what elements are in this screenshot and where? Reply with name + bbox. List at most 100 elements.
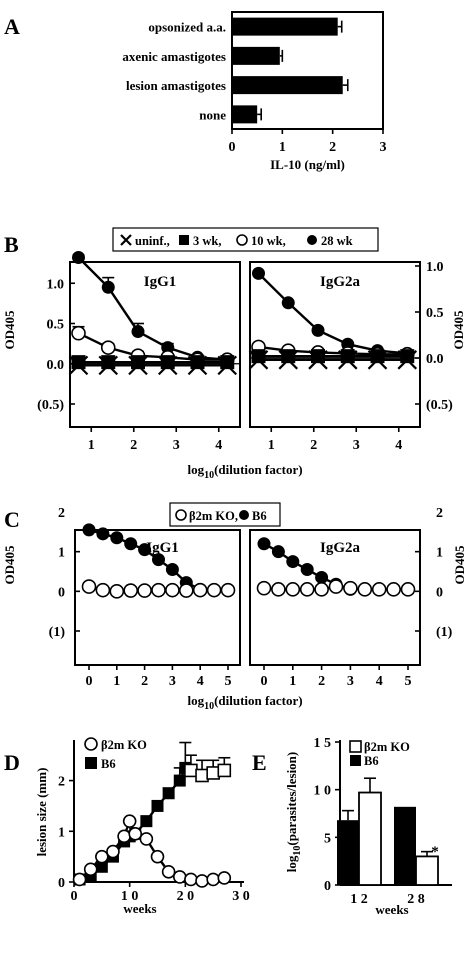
panel-b-chart: uninf., 3 wk, 10 wk, 28 wk (0.5) 0.0 0.5 1.0 IgG… — [2, 227, 466, 481]
x-axis-title: IL-10 (ng/ml) — [270, 157, 345, 172]
legend: uninf., 3 wk, 10 wk, 28 wk — [112, 227, 379, 252]
data-point — [179, 583, 194, 598]
y-tick-label: 1 0 — [314, 784, 332, 799]
y-axis-title: OD405 — [2, 545, 17, 585]
data-point — [184, 763, 198, 778]
data-point — [68, 355, 89, 376]
subplot-title: IgG2a — [320, 274, 361, 290]
panel-c-chart: β2m KO, B6 (1) 0 1 2 IgG1 0 1 2 3 4 5 OD405 (1) 0 1 2 IgG2… — [2, 502, 467, 712]
data-point — [95, 582, 111, 598]
x-tick-label: 3 — [380, 140, 387, 155]
x-axis-title-rest: (dilution factor) — [214, 462, 302, 477]
y-tick-label: 0 — [58, 876, 65, 891]
panel-letter-d: D — [4, 750, 20, 775]
data-point — [367, 350, 388, 370]
data-point — [100, 340, 116, 355]
x-tick-label: 1 — [279, 140, 286, 155]
legend-label: uninf., — [135, 234, 170, 248]
data-point — [190, 355, 205, 370]
data-point — [206, 582, 222, 598]
data-point — [271, 582, 286, 597]
category-label: axenic amastigotes — [122, 49, 226, 64]
x-tick-label: 2 — [318, 674, 325, 689]
data-point — [96, 527, 110, 541]
data-point — [271, 545, 285, 559]
legend-label: B6 — [101, 757, 116, 771]
legend-marker — [179, 235, 189, 245]
x-tick-label: 3 — [347, 674, 354, 689]
data-point-stroke-b — [68, 355, 89, 376]
legend-marker — [84, 737, 98, 751]
subplot-frame — [249, 261, 421, 428]
significance-marker: * — [431, 844, 439, 860]
x-tick-label: 1 — [113, 674, 120, 689]
bar — [337, 820, 359, 885]
data-point — [343, 580, 358, 596]
y-tick-label: 2 — [58, 506, 65, 521]
subplot-frame — [74, 529, 241, 666]
panel-a-chart: opsonized a.a. axenic amastigotes lesion a… — [122, 11, 387, 172]
data-point — [160, 355, 175, 370]
bar — [232, 76, 343, 95]
data-point — [109, 584, 125, 599]
legend-marker — [239, 510, 249, 520]
x-tick-label: 5 — [405, 674, 412, 689]
data-point — [138, 543, 152, 557]
x-axis-title: weeks — [123, 901, 156, 916]
y-axis-title-main: log — [284, 855, 299, 872]
data-point — [95, 849, 109, 864]
data-point — [286, 555, 300, 569]
data-point — [157, 355, 178, 376]
y-tick-label: 1.0 — [426, 260, 444, 275]
subplot-igg1: (0.5) 0.0 0.5 1.0 IgG1 1 2 3 4 OD405 — [2, 250, 241, 453]
legend-label: 3 wk, — [193, 234, 221, 248]
legend-label: B6 — [252, 509, 267, 523]
data-point — [220, 582, 236, 598]
x-tick-label: 2 8 — [407, 892, 425, 907]
bar — [415, 855, 439, 886]
x-tick-label: 3 0 — [232, 889, 250, 904]
legend-marker — [85, 757, 97, 769]
data-point-stroke-b — [367, 350, 388, 370]
data-point — [106, 844, 120, 859]
x-tick-label: 2 — [141, 674, 148, 689]
data-point — [152, 553, 165, 567]
x-tick-label: 2 — [329, 140, 336, 155]
bar — [232, 105, 258, 124]
error-bar — [364, 777, 376, 793]
data-point — [117, 829, 131, 844]
y-axis-title: OD405 — [452, 545, 467, 585]
data-point — [101, 355, 116, 370]
data-point — [161, 865, 176, 879]
data-point — [131, 325, 145, 339]
data-point — [278, 350, 299, 370]
legend-label: β2m KO — [364, 740, 410, 754]
data-point — [257, 537, 271, 551]
error-bar — [342, 809, 354, 821]
y-tick-label: 2 — [58, 775, 65, 790]
data-point — [187, 355, 208, 376]
y-tick-label: (0.5) — [426, 398, 453, 413]
y-tick-label: 0 — [324, 879, 331, 894]
data-point — [195, 874, 209, 888]
data-point — [314, 582, 329, 597]
data-point — [173, 774, 186, 787]
bar — [358, 791, 382, 886]
data-point — [81, 579, 97, 594]
panel-d-chart: 0 1 2 0 1 0 2 0 3 0 β2m KO B6 lesion size (mm) wee… — [34, 737, 250, 916]
x-axis-title: log10(dilution factor) — [187, 693, 302, 712]
x-tick-label: 2 — [130, 438, 137, 453]
data-point — [172, 870, 187, 884]
data-point — [252, 266, 265, 280]
data-point — [71, 325, 86, 341]
data-point — [95, 860, 108, 873]
data-point — [315, 570, 329, 584]
panel-letter-a: A — [4, 14, 20, 39]
x-tick-label: 1 2 — [350, 892, 368, 907]
y-tick-label: 5 — [324, 831, 331, 846]
data-point — [131, 355, 145, 370]
y-axis-title: OD405 — [451, 310, 466, 350]
data-point — [328, 579, 344, 594]
